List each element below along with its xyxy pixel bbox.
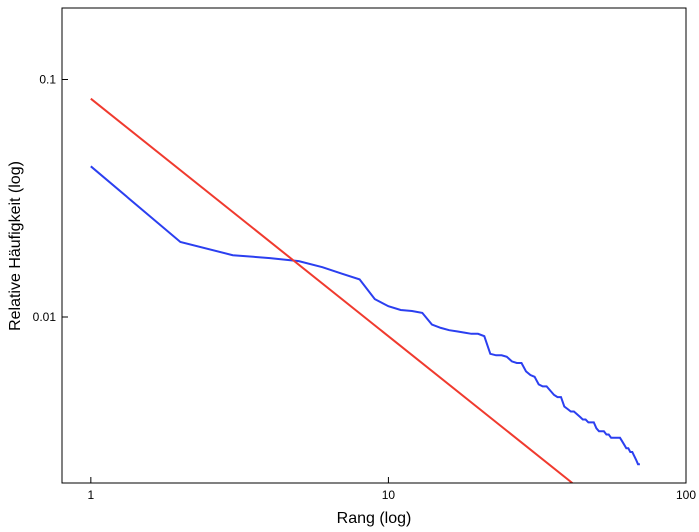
line-series <box>90 97 573 483</box>
line-series <box>90 165 640 466</box>
x-tick-label: 1 <box>87 488 94 502</box>
y-tick-label: 0.01 <box>33 310 57 324</box>
x-tick-label: 10 <box>382 488 396 502</box>
y-axis-title: Relative Häufigkeit (log) <box>7 161 24 331</box>
x-tick-label: 100 <box>676 488 696 502</box>
y-tick-label: 0.1 <box>39 72 56 86</box>
plot-frame <box>61 7 687 484</box>
x-axis-title: Rang (log) <box>337 510 412 527</box>
